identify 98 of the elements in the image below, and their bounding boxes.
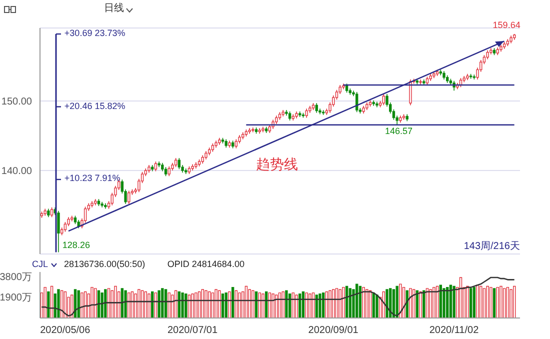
annotation: 146.57 (385, 126, 413, 136)
bar (362, 286, 365, 318)
bar (124, 290, 127, 318)
bar (248, 289, 251, 318)
y-tick-label: 140.00 (1, 166, 32, 178)
bar (318, 294, 322, 318)
bar (459, 277, 462, 318)
bar (191, 294, 194, 318)
bar (70, 294, 74, 318)
bar (469, 288, 472, 318)
text: 28136736.00(50:50) (64, 259, 146, 269)
annotation: 143周/216天 (464, 241, 520, 252)
bar (161, 288, 164, 318)
annotation: +20.46 15.82% (64, 100, 126, 111)
bar (386, 289, 388, 318)
annotation: +30.69 23.73% (64, 28, 126, 38)
bar (496, 286, 499, 318)
bar (409, 288, 412, 318)
bar (472, 286, 476, 318)
chart-title: 日线 (104, 3, 124, 14)
candlestick (486, 50, 489, 60)
bar (282, 291, 284, 318)
bar (262, 294, 264, 318)
bar (452, 286, 456, 318)
candlestick (288, 111, 292, 121)
bar (204, 290, 208, 318)
bar (490, 286, 492, 318)
bar (419, 291, 422, 318)
y-tick-label: 1900万 (0, 292, 32, 304)
bar (148, 294, 150, 318)
bar (285, 290, 288, 318)
bar (80, 292, 84, 318)
x-tick-label: 2020/11/02 (429, 325, 480, 336)
bar (506, 286, 510, 318)
bar (429, 289, 432, 318)
x-tick-label: 2020/09/01 (308, 325, 359, 336)
bar (432, 286, 436, 318)
bar (305, 292, 308, 318)
bar (372, 292, 375, 318)
annotation: 趋势线 (256, 156, 298, 172)
bar (513, 286, 516, 318)
bar (104, 289, 107, 318)
bar (486, 286, 489, 318)
annotation: 159.64 (492, 20, 520, 30)
bar (396, 286, 398, 318)
bar (376, 294, 378, 318)
annotation: 128.26 (62, 240, 90, 250)
candlestick (234, 138, 238, 149)
bar (466, 286, 469, 318)
candlestick (345, 83, 348, 94)
bar (181, 292, 184, 318)
y-tick-label: 3800万 (0, 272, 32, 283)
bar (500, 286, 502, 318)
bar (399, 284, 402, 318)
candlestick (168, 166, 170, 177)
text: OPID 24814684.00 (167, 259, 244, 269)
bar (308, 294, 312, 318)
bar (194, 292, 198, 318)
candlestick (154, 161, 158, 172)
x-tick-label: 2020/05/06 (40, 325, 91, 336)
bar (47, 291, 50, 318)
bar (492, 288, 496, 318)
candlestick (164, 166, 168, 177)
x-tick-label: 2020/07/01 (167, 325, 218, 336)
line-series (41, 276, 515, 316)
bar (228, 291, 231, 318)
bar (272, 294, 274, 318)
text: CJL (32, 259, 48, 269)
bar (100, 292, 104, 318)
y-tick-label: 150.00 (1, 96, 32, 108)
bar (57, 289, 60, 318)
bar (502, 288, 506, 318)
candlestick (178, 158, 181, 170)
bar (138, 289, 140, 318)
bar (158, 290, 160, 318)
candlestick (50, 207, 54, 218)
bar (328, 290, 332, 318)
candlestick (382, 94, 386, 106)
bar (480, 286, 482, 318)
bar (44, 286, 46, 318)
bar (238, 292, 241, 318)
bar (114, 286, 117, 318)
candlestick (305, 108, 308, 118)
annotation: +10.23 7.91% (64, 173, 120, 184)
candlestick (315, 102, 318, 114)
candlestick (57, 210, 60, 253)
bar (442, 288, 446, 318)
bar (295, 294, 298, 318)
bar (482, 288, 486, 318)
candlestick (128, 190, 130, 204)
bar (252, 290, 254, 318)
bar (342, 286, 345, 318)
candlestick (174, 158, 178, 168)
bar (171, 294, 174, 318)
bar (476, 284, 479, 318)
bar (214, 289, 218, 318)
bar (338, 289, 342, 318)
bar (90, 286, 94, 318)
